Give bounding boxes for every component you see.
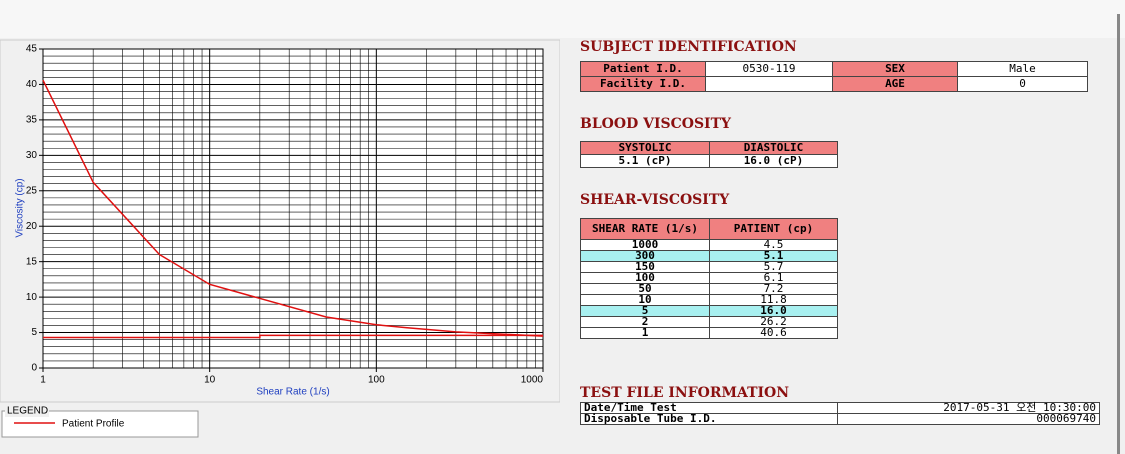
section-title: TEST FILE INFORMATION: [580, 385, 790, 401]
cell: Patient I.D.: [580, 61, 706, 77]
x-tick-label: 100: [368, 375, 385, 386]
scrollbar-edge: [1117, 14, 1120, 454]
y-tick-label: 25: [26, 185, 38, 196]
y-tick-label: 5: [31, 327, 37, 338]
cell: 16.0 (cP): [709, 154, 838, 168]
cell: Disposable Tube I.D.: [580, 413, 838, 425]
section-title: SHEAR-VISCOSITY: [580, 192, 730, 208]
row: 5 16.0: [580, 305, 838, 317]
plot-area: [42, 48, 544, 369]
row: 300 5.1: [580, 250, 838, 262]
x-tick-label: 1: [40, 375, 46, 386]
cell: 000069740: [837, 413, 1100, 425]
y-tick-label: 45: [26, 44, 38, 55]
row: 10 11.8: [580, 294, 838, 306]
blood-table: SYSTOLIC DIASTOLIC 5.1 (cP) 16.0 (cP): [580, 141, 838, 168]
section-title: BLOOD VISCOSITY: [580, 116, 732, 132]
cell: Facility I.D.: [580, 76, 706, 92]
row: 50 7.2: [580, 283, 838, 295]
cell: AGE: [832, 76, 958, 92]
cell: 0: [957, 76, 1088, 92]
cell: 40.6: [709, 327, 838, 339]
cell: PATIENT (cp): [709, 218, 838, 240]
cell: 5.1 (cP): [580, 154, 710, 168]
chart: Shear Rate (1/s) Viscosity (cp) 0 5 10 15 20…: [0, 39, 560, 438]
y-tick-label: 20: [26, 221, 38, 232]
top-bar: [0, 0, 1125, 38]
cell: SYSTOLIC: [580, 141, 710, 155]
cell: SEX: [832, 61, 958, 77]
y-tick-label: 10: [26, 292, 38, 303]
legend-label: Patient Profile: [62, 419, 125, 430]
cell: Male: [957, 61, 1088, 77]
testfile-table: Date/Time Test 2017-05-31 오전 10:30:00 Disp…: [580, 402, 1100, 425]
row: 150 5.7: [580, 261, 838, 273]
y-tick-label: 30: [26, 150, 38, 161]
row: 1000 4.5: [580, 239, 838, 251]
cell: SHEAR RATE (1/s): [580, 218, 710, 240]
data-line: [42, 79, 544, 337]
row: 1 40.6: [580, 327, 838, 339]
y-tick-label: 15: [26, 256, 38, 267]
cell: 2017-05-31 오전 10:30:00: [837, 402, 1100, 414]
x-tick-label: 10: [204, 375, 216, 386]
row: Date/Time Test 2017-05-31 오전 10:30:00: [580, 402, 1100, 414]
legend-title: LEGEND: [7, 406, 48, 417]
x-tick-label: 1000: [521, 375, 544, 386]
cell: DIASTOLIC: [709, 141, 838, 155]
section-title: SUBJECT IDENTIFICATION: [580, 39, 797, 55]
row: 100 6.1: [580, 272, 838, 284]
row: Disposable Tube I.D. 000069740: [580, 413, 1100, 425]
subject-table: Patient I.D. 0530-119 SEX Male Facility I.D…: [580, 61, 1088, 92]
shear-table: SHEAR RATE (1/s) PATIENT (cp) 1000 4.5 300 5…: [580, 218, 838, 339]
x-axis-label: Shear Rate (1/s): [256, 387, 329, 398]
row: 2 26.2: [580, 316, 838, 328]
legend-title-bg: [5, 405, 49, 417]
y-axis-label: Viscosity (cp): [15, 178, 26, 237]
cell: 0530-119: [705, 61, 833, 77]
cell: 1: [580, 327, 710, 339]
cell: [705, 76, 833, 92]
data-line: [43, 334, 543, 339]
y-tick-label: 35: [26, 115, 38, 126]
y-tick-label: 40: [26, 79, 38, 90]
y-tick-label: 0: [31, 363, 37, 374]
